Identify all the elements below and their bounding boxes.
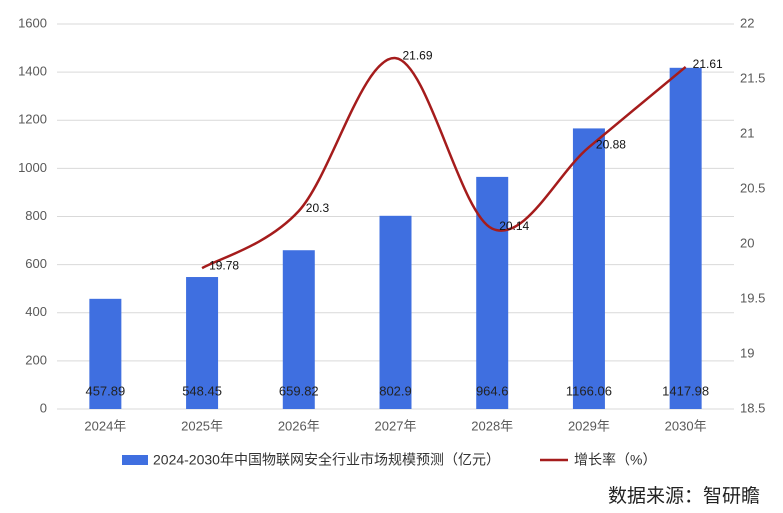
y2-tick-label: 22 <box>740 15 754 30</box>
y2-tick-label: 18.5 <box>740 400 765 415</box>
source-note: 数据来源：智研瞻 <box>608 485 760 507</box>
legend-swatch <box>122 455 148 465</box>
y-tick-label: 200 <box>25 352 47 367</box>
y2-tick-label: 19 <box>740 345 754 360</box>
y-tick-label: 400 <box>25 304 47 319</box>
x-tick-label: 2029年 <box>568 418 610 433</box>
bar-value-label: 1417.98 <box>662 383 709 398</box>
bar <box>379 215 412 409</box>
x-tick-label: 2026年 <box>278 418 320 433</box>
y2-tick-label: 20.5 <box>740 180 765 195</box>
bar <box>572 128 605 409</box>
x-tick-label: 2025年 <box>181 418 223 433</box>
bar-value-label: 1166.06 <box>566 383 612 398</box>
bar <box>476 176 509 409</box>
line-value-label: 20.14 <box>499 219 529 233</box>
growth-line <box>201 56 687 270</box>
x-tick-label: 2030年 <box>665 418 707 433</box>
y-tick-label: 0 <box>40 400 47 415</box>
y-tick-label: 800 <box>25 208 47 223</box>
legend-label: 2024-2030年中国物联网安全行业市场规模预测（亿元） <box>153 452 500 468</box>
y2-tick-label: 19.5 <box>740 290 765 305</box>
y2-tick-label: 21.5 <box>740 70 765 85</box>
bar-value-label: 457.89 <box>85 383 125 398</box>
legend-label: 增长率（%） <box>574 452 656 468</box>
bar <box>282 250 315 409</box>
y-tick-label: 1000 <box>18 160 47 175</box>
line-value-label: 20.3 <box>306 201 330 215</box>
y-tick-label: 1200 <box>18 112 47 127</box>
bar <box>89 298 122 409</box>
x-tick-label: 2028年 <box>471 418 513 433</box>
y-tick-label: 1400 <box>18 64 47 79</box>
y2-tick-label: 20 <box>740 235 754 250</box>
line-value-label: 21.61 <box>693 57 723 71</box>
y-tick-label: 1600 <box>18 15 47 30</box>
x-tick-label: 2024年 <box>84 418 126 433</box>
line-value-label: 19.78 <box>209 258 239 272</box>
line-value-label: 20.88 <box>596 137 626 151</box>
x-tick-label: 2027年 <box>375 418 417 433</box>
line-value-label: 21.69 <box>403 48 433 62</box>
bar-value-label: 964.6 <box>476 383 509 398</box>
y2-tick-label: 21 <box>740 125 754 140</box>
bar-value-label: 802.9 <box>379 383 412 398</box>
bar <box>669 67 702 410</box>
bar-value-label: 659.82 <box>279 383 319 398</box>
y-tick-label: 600 <box>25 256 47 271</box>
bar-value-label: 548.45 <box>182 383 222 398</box>
bar <box>186 277 219 409</box>
